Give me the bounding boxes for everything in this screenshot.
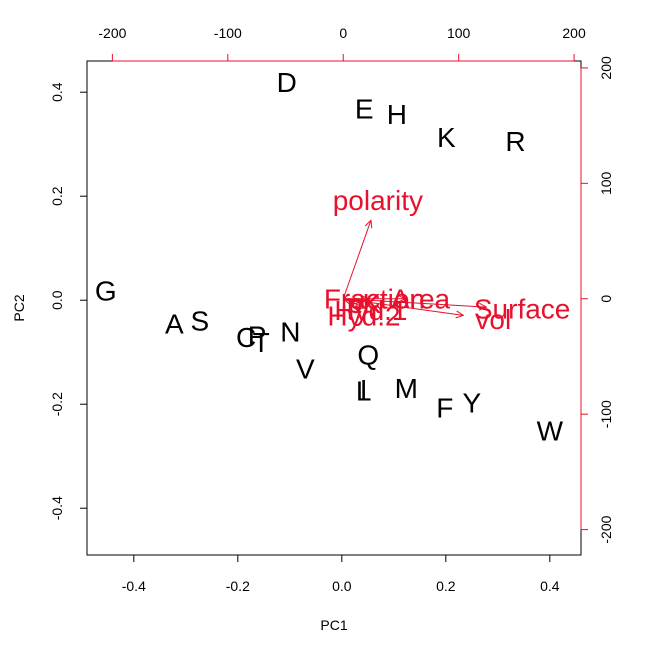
y-tick-label: 0.4 [49, 82, 65, 102]
point-label-k: K [437, 122, 456, 153]
top-tick-label: -100 [214, 25, 242, 41]
point-label-d: D [277, 67, 297, 98]
loading-label-pk: pK [347, 288, 382, 319]
y-axis-label: PC2 [11, 294, 27, 321]
x-axis-label: PC1 [320, 617, 347, 633]
x-tick-label: 0.0 [332, 578, 352, 594]
right-tick-label: -100 [598, 400, 614, 428]
right-tick-label: 100 [598, 171, 614, 195]
point-label-e: E [355, 93, 374, 124]
loading-label-vol: vol [475, 304, 511, 335]
right-tick-label: 200 [598, 56, 614, 80]
top-tick-label: 100 [447, 25, 471, 41]
point-label-n: N [280, 316, 300, 347]
point-label-y: Y [462, 388, 481, 419]
top-tick-label: -200 [98, 25, 126, 41]
point-label-r: R [505, 126, 525, 157]
point-label-h: H [387, 99, 407, 130]
point-label-m: M [395, 373, 418, 404]
point-label-g: G [95, 275, 117, 306]
right-tick-label: 0 [598, 295, 614, 303]
top-tick-label: 0 [339, 25, 347, 41]
point-label-a: A [165, 309, 184, 340]
y-tick-label: 0.2 [49, 186, 65, 206]
loading-label-polarity: polarity [333, 185, 423, 216]
point-label-t: T [253, 327, 270, 358]
point-label-w: W [537, 416, 564, 447]
top-tick-label: 200 [562, 25, 586, 41]
point-label-l: L [356, 376, 372, 407]
x-tick-label: -0.4 [122, 578, 146, 594]
point-label-f: F [436, 392, 453, 423]
x-tick-label: 0.2 [436, 578, 456, 594]
y-tick-label: 0.0 [49, 290, 65, 310]
point-label-v: V [296, 353, 315, 384]
x-tick-label: 0.4 [540, 578, 560, 594]
y-tick-label: -0.4 [49, 496, 65, 520]
right-tick-label: -200 [598, 515, 614, 543]
point-label-s: S [190, 306, 209, 337]
point-label-q: Q [357, 339, 379, 370]
y-tick-label: -0.2 [49, 392, 65, 416]
x-tick-label: -0.2 [226, 578, 250, 594]
